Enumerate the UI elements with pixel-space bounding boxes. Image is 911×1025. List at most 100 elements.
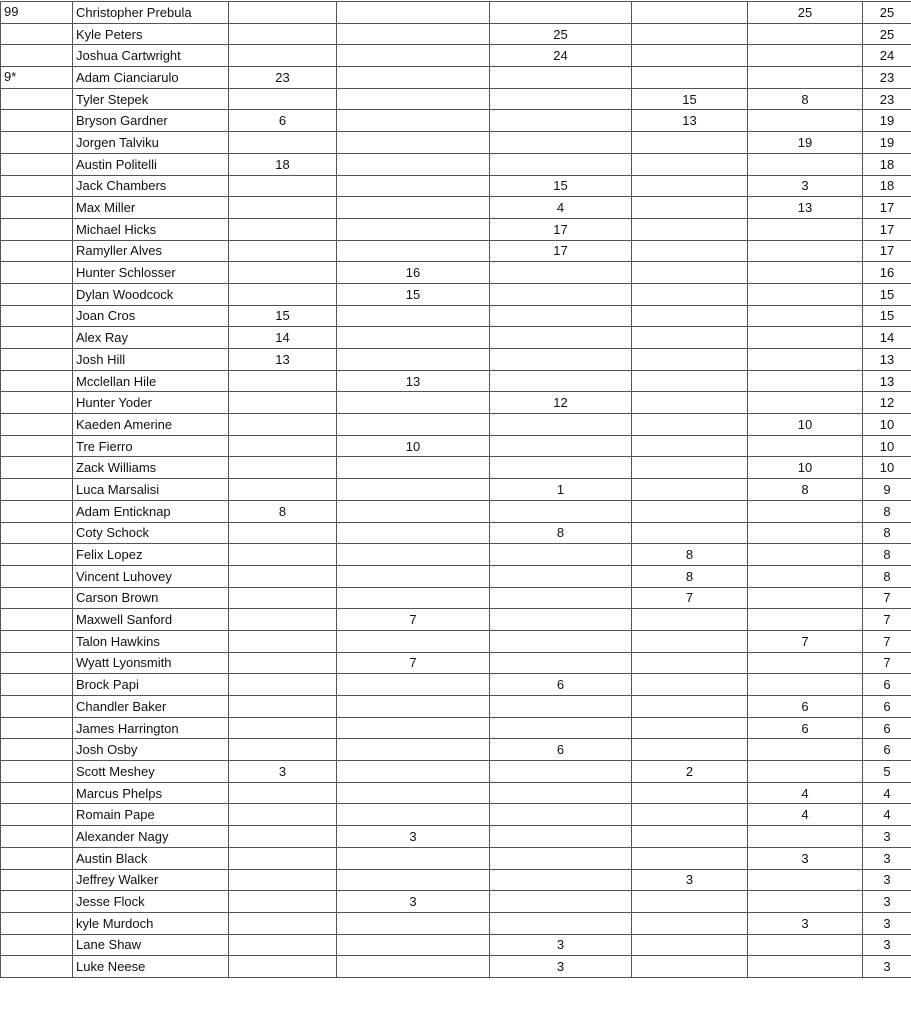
round-5-points-cell[interactable]: 6 (748, 717, 863, 739)
total-points-cell[interactable]: 13 (863, 370, 911, 392)
round-5-points-cell[interactable] (748, 587, 863, 609)
total-points-cell[interactable]: 15 (863, 283, 911, 305)
round-3-points-cell[interactable]: 12 (490, 392, 632, 414)
rank-cell[interactable] (1, 717, 73, 739)
round-1-points-cell[interactable] (229, 2, 337, 24)
round-3-points-cell[interactable] (490, 262, 632, 284)
round-4-points-cell[interactable] (632, 912, 748, 934)
rank-cell[interactable] (1, 652, 73, 674)
round-5-points-cell[interactable] (748, 891, 863, 913)
round-5-points-cell[interactable] (748, 218, 863, 240)
total-points-cell[interactable]: 25 (863, 2, 911, 24)
round-5-points-cell[interactable] (748, 761, 863, 783)
round-3-points-cell[interactable] (490, 804, 632, 826)
total-points-cell[interactable]: 17 (863, 240, 911, 262)
round-2-points-cell[interactable] (337, 132, 490, 154)
round-4-points-cell[interactable] (632, 327, 748, 349)
round-2-points-cell[interactable] (337, 956, 490, 978)
round-3-points-cell[interactable] (490, 132, 632, 154)
total-points-cell[interactable]: 6 (863, 696, 911, 718)
round-3-points-cell[interactable] (490, 500, 632, 522)
total-points-cell[interactable]: 3 (863, 847, 911, 869)
rider-name-cell[interactable]: Kyle Peters (73, 23, 229, 45)
round-3-points-cell[interactable] (490, 847, 632, 869)
round-1-points-cell[interactable]: 3 (229, 761, 337, 783)
round-2-points-cell[interactable] (337, 349, 490, 371)
total-points-cell[interactable]: 7 (863, 630, 911, 652)
total-points-cell[interactable]: 10 (863, 414, 911, 436)
round-1-points-cell[interactable]: 8 (229, 500, 337, 522)
round-4-points-cell[interactable] (632, 847, 748, 869)
round-5-points-cell[interactable] (748, 23, 863, 45)
round-4-points-cell[interactable] (632, 717, 748, 739)
round-4-points-cell[interactable]: 7 (632, 587, 748, 609)
rider-name-cell[interactable]: Coty Schock (73, 522, 229, 544)
round-4-points-cell[interactable] (632, 305, 748, 327)
rank-cell[interactable] (1, 956, 73, 978)
rider-name-cell[interactable]: Alex Ray (73, 327, 229, 349)
round-1-points-cell[interactable] (229, 782, 337, 804)
round-1-points-cell[interactable] (229, 826, 337, 848)
round-2-points-cell[interactable] (337, 587, 490, 609)
round-5-points-cell[interactable] (748, 392, 863, 414)
rider-name-cell[interactable]: Tre Fierro (73, 435, 229, 457)
round-1-points-cell[interactable] (229, 88, 337, 110)
round-1-points-cell[interactable] (229, 132, 337, 154)
rider-name-cell[interactable]: Luke Neese (73, 956, 229, 978)
round-1-points-cell[interactable] (229, 435, 337, 457)
total-points-cell[interactable]: 4 (863, 782, 911, 804)
round-1-points-cell[interactable] (229, 392, 337, 414)
round-1-points-cell[interactable] (229, 912, 337, 934)
total-points-cell[interactable]: 10 (863, 457, 911, 479)
round-4-points-cell[interactable] (632, 2, 748, 24)
round-5-points-cell[interactable] (748, 153, 863, 175)
round-5-points-cell[interactable] (748, 956, 863, 978)
round-1-points-cell[interactable] (229, 717, 337, 739)
rider-name-cell[interactable]: Josh Hill (73, 349, 229, 371)
rank-cell[interactable] (1, 457, 73, 479)
round-4-points-cell[interactable]: 3 (632, 869, 748, 891)
round-1-points-cell[interactable] (229, 370, 337, 392)
round-4-points-cell[interactable] (632, 696, 748, 718)
rank-cell[interactable] (1, 544, 73, 566)
round-5-points-cell[interactable] (748, 349, 863, 371)
rider-name-cell[interactable]: Michael Hicks (73, 218, 229, 240)
round-4-points-cell[interactable]: 8 (632, 565, 748, 587)
total-points-cell[interactable]: 17 (863, 197, 911, 219)
total-points-cell[interactable]: 7 (863, 652, 911, 674)
round-2-points-cell[interactable] (337, 23, 490, 45)
round-2-points-cell[interactable]: 15 (337, 283, 490, 305)
round-4-points-cell[interactable] (632, 45, 748, 67)
rider-name-cell[interactable]: Wyatt Lyonsmith (73, 652, 229, 674)
round-2-points-cell[interactable]: 3 (337, 891, 490, 913)
round-4-points-cell[interactable] (632, 370, 748, 392)
rider-name-cell[interactable]: Dylan Woodcock (73, 283, 229, 305)
rank-cell[interactable] (1, 674, 73, 696)
rider-name-cell[interactable]: Vincent Luhovey (73, 565, 229, 587)
round-5-points-cell[interactable] (748, 283, 863, 305)
round-1-points-cell[interactable] (229, 847, 337, 869)
rank-cell[interactable] (1, 45, 73, 67)
total-points-cell[interactable]: 8 (863, 565, 911, 587)
total-points-cell[interactable]: 23 (863, 67, 911, 89)
total-points-cell[interactable]: 3 (863, 891, 911, 913)
round-2-points-cell[interactable] (337, 847, 490, 869)
round-4-points-cell[interactable] (632, 262, 748, 284)
total-points-cell[interactable]: 17 (863, 218, 911, 240)
total-points-cell[interactable]: 9 (863, 479, 911, 501)
round-2-points-cell[interactable] (337, 240, 490, 262)
rank-cell[interactable] (1, 826, 73, 848)
round-1-points-cell[interactable] (229, 869, 337, 891)
round-5-points-cell[interactable] (748, 609, 863, 631)
rank-cell[interactable] (1, 934, 73, 956)
round-1-points-cell[interactable] (229, 956, 337, 978)
round-1-points-cell[interactable] (229, 240, 337, 262)
total-points-cell[interactable]: 7 (863, 587, 911, 609)
rank-cell[interactable] (1, 739, 73, 761)
round-1-points-cell[interactable] (229, 630, 337, 652)
rider-name-cell[interactable]: Chandler Baker (73, 696, 229, 718)
round-2-points-cell[interactable]: 7 (337, 652, 490, 674)
round-2-points-cell[interactable] (337, 175, 490, 197)
round-3-points-cell[interactable]: 3 (490, 956, 632, 978)
round-2-points-cell[interactable] (337, 869, 490, 891)
